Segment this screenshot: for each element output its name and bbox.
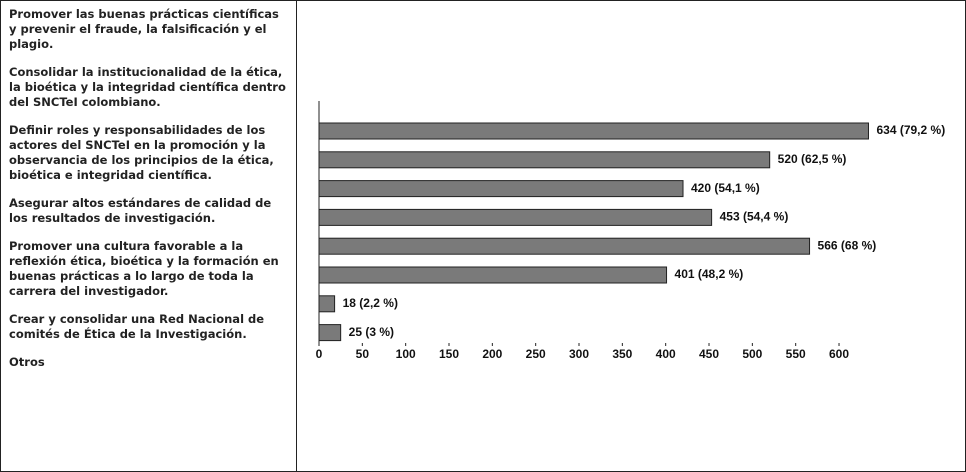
- x-tick-label: 0: [316, 347, 323, 361]
- x-tick-label: 500: [742, 347, 762, 361]
- x-tick-label: 100: [396, 347, 416, 361]
- value-label: 520 (62,5 %): [778, 152, 847, 166]
- x-tick-label: 350: [612, 347, 632, 361]
- x-tick-label: 450: [699, 347, 719, 361]
- value-label: 420 (54,1 %): [691, 181, 760, 195]
- value-label: 18 (2,2 %): [343, 296, 398, 310]
- category-label: Definir roles y responsabilidades de los…: [9, 123, 274, 182]
- category-label: Asegurar altos estándares de calidad de …: [9, 196, 272, 225]
- x-tick-label: 300: [569, 347, 589, 361]
- value-label: 401 (48,2 %): [675, 267, 744, 281]
- x-tick-label: 250: [526, 347, 546, 361]
- category-label: Promover una cultura favorable a la refl…: [9, 239, 279, 298]
- category-label: Otros: [9, 355, 45, 369]
- bar: [318, 122, 869, 140]
- bar: [318, 208, 713, 226]
- category-label: Promover las buenas prácticas científica…: [9, 7, 279, 51]
- category-label: Crear y consolidar una Red Nacional de c…: [9, 312, 265, 341]
- value-label: 634 (79,2 %): [876, 123, 945, 137]
- bar: [318, 324, 342, 342]
- x-tick-label: 200: [482, 347, 502, 361]
- bar: [318, 237, 811, 255]
- value-label: 453 (54,4 %): [720, 210, 789, 224]
- x-tick-label: 400: [656, 347, 676, 361]
- x-tick-label: 550: [786, 347, 806, 361]
- x-tick-label: 150: [439, 347, 459, 361]
- x-tick-label: 50: [356, 347, 370, 361]
- value-label: 25 (3 %): [349, 325, 394, 339]
- bar: [318, 295, 336, 313]
- category-label: Consolidar la institucionalidad de la ét…: [9, 65, 286, 109]
- bar: [318, 180, 684, 198]
- bar: [318, 151, 771, 169]
- value-label: 566 (68 %): [818, 238, 877, 252]
- objective-list: Promover las buenas prácticas científica…: [1, 1, 297, 471]
- bar: [318, 266, 668, 284]
- x-tick-label: 600: [829, 347, 849, 361]
